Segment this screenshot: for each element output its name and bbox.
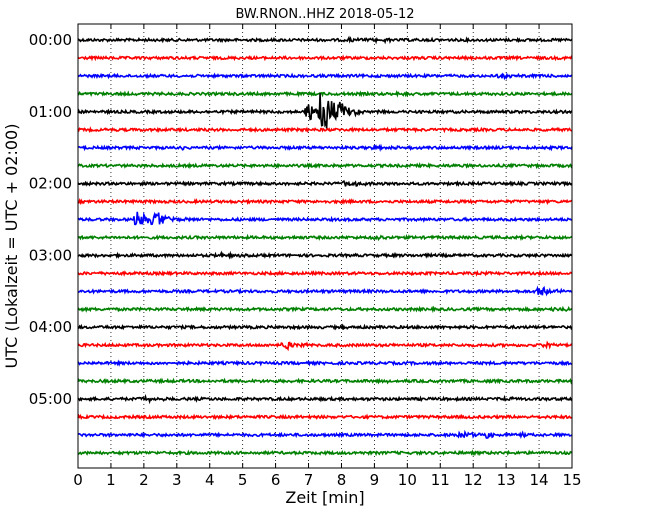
ticks: 0 1 2 3 4 5 6 7 8 9 10 11 12 13 14 1500:0001:0002:0003:… xyxy=(29,24,582,489)
seismic-trace-01:30 xyxy=(77,143,573,152)
seismic-trace-02:00 xyxy=(77,179,573,188)
seismic-trace-00:45 xyxy=(77,89,573,98)
seismic-trace-01:15 xyxy=(77,126,573,134)
x-tick-label: 11 xyxy=(431,471,450,489)
seismic-trace-03:15 xyxy=(77,269,573,277)
seismic-trace-01:45 xyxy=(77,161,573,170)
seismic-trace-05:15 xyxy=(77,413,573,421)
x-tick-label: 4 xyxy=(205,471,215,489)
seismic-trace-03:30 xyxy=(77,285,573,297)
seismic-trace-03:45 xyxy=(77,305,573,314)
x-tick-label: 3 xyxy=(172,471,182,489)
y-tick-label: 00:00 xyxy=(29,31,72,49)
y-tick-label: 01:00 xyxy=(29,103,72,121)
seismic-trace-04:00 xyxy=(77,323,573,331)
seismic-trace-04:45 xyxy=(77,377,573,385)
seismic-trace-00:00 xyxy=(77,35,573,45)
grid xyxy=(110,24,540,468)
x-tick-label: 12 xyxy=(464,471,483,489)
seismic-trace-00:15 xyxy=(77,54,573,62)
y-tick-label: 05:00 xyxy=(29,390,72,408)
x-tick-label: 5 xyxy=(238,471,248,489)
x-tick-label: 7 xyxy=(304,471,314,489)
x-tick-label: 10 xyxy=(398,471,417,489)
y-axis-label: UTC (Lokalzeit = UTC + 02:00) xyxy=(2,124,21,369)
seismic-trace-02:30 xyxy=(77,211,573,226)
seismic-trace-02:45 xyxy=(77,233,573,242)
seismic-trace-05:00 xyxy=(77,393,573,405)
x-tick-label: 9 xyxy=(370,471,380,489)
seismic-trace-02:15 xyxy=(77,197,573,206)
seismic-trace-01:00 xyxy=(77,93,573,129)
x-tick-label: 14 xyxy=(530,471,549,489)
y-tick-label: 02:00 xyxy=(29,175,72,193)
x-tick-label: 6 xyxy=(271,471,281,489)
seismic-trace-03:00 xyxy=(77,250,573,260)
x-tick-label: 0 xyxy=(73,471,83,489)
seismic-trace-05:30 xyxy=(77,429,573,439)
x-axis-label: Zeit [min] xyxy=(285,488,364,507)
x-tick-label: 15 xyxy=(562,471,581,489)
y-tick-label: 03:00 xyxy=(29,246,72,264)
seismic-trace-05:45 xyxy=(77,449,573,457)
x-tick-label: 2 xyxy=(139,471,149,489)
seismic-trace-00:30 xyxy=(77,72,573,81)
seismic-trace-04:30 xyxy=(77,359,573,367)
x-tick-label: 8 xyxy=(337,471,347,489)
x-tick-label: 1 xyxy=(106,471,116,489)
x-tick-label: 13 xyxy=(497,471,516,489)
chart-title: BW.RNON..HHZ 2018-05-12 xyxy=(235,7,414,22)
y-tick-label: 04:00 xyxy=(29,318,72,336)
plot-frame xyxy=(77,23,573,469)
seismic-trace-04:15 xyxy=(77,340,573,352)
traces xyxy=(77,35,573,457)
